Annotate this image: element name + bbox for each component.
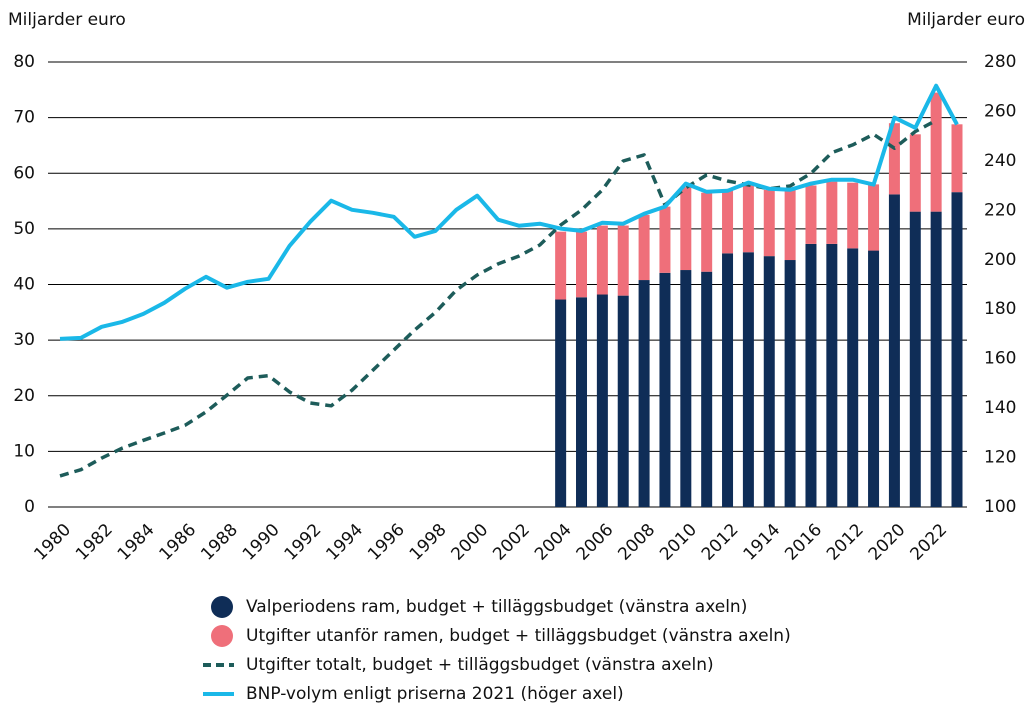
legend-marker	[211, 596, 233, 618]
x-tick-label: 2020	[865, 520, 910, 565]
x-tick-label: 2002	[489, 520, 534, 565]
bar	[555, 231, 567, 300]
x-tick-label: 1988	[197, 520, 242, 565]
bar	[659, 206, 671, 273]
y-tick-label: 50	[13, 219, 35, 239]
bar	[805, 243, 817, 508]
y2-tick-label: 120	[984, 448, 1016, 468]
bar	[722, 253, 734, 507]
bar	[742, 184, 754, 253]
x-tick-label: 1980	[30, 520, 75, 565]
bar	[763, 256, 775, 507]
y-axis-label: Miljarder euro	[8, 10, 126, 30]
bar	[638, 214, 650, 281]
bar	[596, 225, 608, 295]
x-tick-label: 2012	[698, 520, 743, 565]
bar	[930, 211, 942, 507]
y2-tick-label: 100	[984, 497, 1016, 517]
x-tick-label: 1992	[281, 520, 326, 565]
bar	[930, 92, 942, 212]
bar	[826, 243, 838, 508]
bar	[617, 295, 629, 507]
bar	[659, 272, 671, 507]
bar	[576, 231, 588, 298]
x-tick-label: 2000	[448, 520, 493, 565]
y2-tick-label: 260	[984, 101, 1016, 121]
legend-label: Valperiodens ram, budget + tilläggsbudge…	[246, 597, 747, 617]
x-tick-label: 1984	[114, 520, 159, 565]
y-tick-label: 0	[24, 497, 35, 517]
y2-tick-label: 240	[984, 151, 1016, 171]
bar	[680, 187, 692, 271]
x-tick-label: 1994	[322, 520, 367, 565]
y2-tick-label: 140	[984, 398, 1016, 418]
x-tick-label: 2016	[781, 520, 826, 565]
bar	[868, 250, 880, 507]
y2-axis-label: Miljarder euro	[907, 10, 1025, 30]
x-tick-label: 2022	[906, 520, 951, 565]
x-tick-label: 2012	[823, 520, 868, 565]
x-tick-label: 1914	[740, 520, 785, 565]
y-tick-label: 60	[13, 163, 35, 183]
legend-label: BNP-volym enligt priserna 2021 (höger ax…	[246, 684, 624, 704]
y2-tick-label: 280	[984, 52, 1016, 72]
bar	[680, 270, 692, 507]
x-tick-label: 2010	[656, 520, 701, 565]
bar	[888, 194, 900, 507]
y2-tick-label: 180	[984, 299, 1016, 319]
y2-tick-label: 220	[984, 200, 1016, 220]
line	[59, 118, 937, 478]
bar	[701, 271, 713, 507]
bar	[868, 184, 880, 251]
bar	[847, 248, 859, 507]
bar	[576, 297, 588, 507]
x-tick-label: 2004	[531, 520, 576, 565]
x-tick-label: 2008	[614, 520, 659, 565]
bar	[596, 294, 608, 507]
bar	[617, 225, 629, 296]
y-tick-label: 20	[13, 386, 35, 406]
line	[59, 83, 959, 341]
legend-label: Utgifter totalt, budget + tilläggsbudget…	[246, 655, 714, 675]
x-tick-label: 2006	[573, 520, 618, 565]
bar	[763, 189, 775, 257]
bar	[722, 189, 734, 254]
y-tick-label: 80	[13, 52, 35, 72]
legend-label: Utgifter utanför ramen, budget + tillägg…	[246, 626, 791, 646]
legend-marker	[211, 625, 233, 647]
y2-tick-label: 200	[984, 250, 1016, 270]
bar	[805, 185, 817, 244]
bar	[888, 123, 900, 195]
bar	[555, 299, 567, 507]
bar	[847, 182, 859, 249]
bar	[701, 192, 713, 272]
bar	[784, 189, 796, 261]
y-tick-label: 10	[13, 441, 35, 461]
y2-tick-label: 160	[984, 349, 1016, 369]
y-tick-label: 40	[13, 275, 35, 295]
x-tick-label: 1982	[72, 520, 117, 565]
x-tick-label: 1998	[406, 520, 451, 565]
bar	[951, 192, 963, 507]
bar	[638, 280, 650, 507]
bar	[826, 181, 838, 244]
y-tick-label: 70	[13, 108, 35, 128]
bar	[909, 211, 921, 507]
bar	[909, 134, 921, 212]
bar	[742, 252, 754, 507]
x-tick-label: 1986	[155, 520, 200, 565]
y-tick-label: 30	[13, 330, 35, 350]
bar	[784, 260, 796, 507]
bar	[951, 124, 963, 193]
x-tick-label: 1990	[239, 520, 284, 565]
x-tick-label: 1996	[364, 520, 409, 565]
